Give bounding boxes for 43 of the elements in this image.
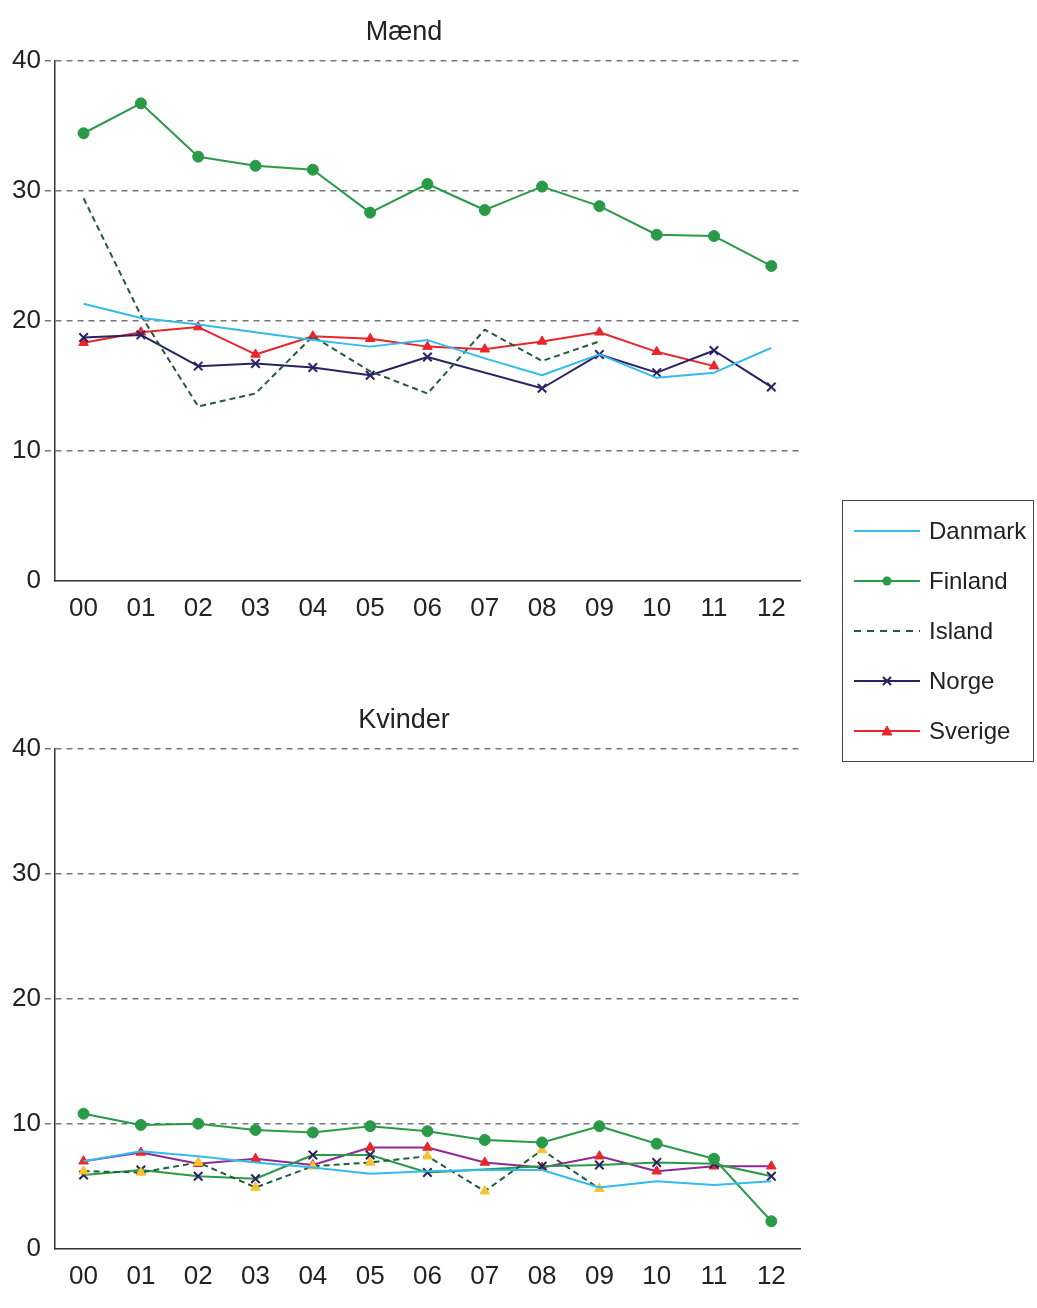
legend-label: Norge bbox=[929, 667, 995, 695]
x-tick-label: 01 bbox=[126, 591, 156, 622]
x-tick-label: 08 bbox=[527, 591, 557, 622]
x-tick-label: 00 bbox=[69, 1259, 99, 1290]
y-tick-label: 40 bbox=[12, 731, 41, 762]
x-tick-label: 02 bbox=[183, 1259, 213, 1290]
chart-title: Mænd bbox=[365, 15, 443, 46]
y-tick-label: 30 bbox=[12, 856, 41, 887]
x-tick-label: 09 bbox=[584, 1259, 614, 1290]
x-tick-label: 01 bbox=[126, 1259, 156, 1290]
x-tick-label: 10 bbox=[642, 1259, 672, 1290]
x-tick-label: 06 bbox=[413, 1259, 442, 1290]
y-tick-label: 0 bbox=[26, 1231, 41, 1262]
x-tick-label: 03 bbox=[241, 1259, 270, 1290]
legend-label: Island bbox=[929, 617, 994, 645]
x-tick-label: 05 bbox=[355, 1259, 385, 1290]
x-tick-label: 07 bbox=[470, 1259, 500, 1290]
legend-label: Danmark bbox=[929, 517, 1027, 545]
x-tick-label: 10 bbox=[642, 591, 672, 622]
y-tick-label: 40 bbox=[12, 43, 41, 74]
x-tick-label: 04 bbox=[298, 591, 328, 622]
x-tick-label: 11 bbox=[700, 1259, 728, 1290]
x-tick-label: 06 bbox=[413, 591, 442, 622]
x-tick-label: 08 bbox=[527, 1259, 557, 1290]
y-tick-label: 0 bbox=[26, 563, 41, 594]
y-tick-label: 20 bbox=[12, 981, 41, 1012]
x-tick-label: 09 bbox=[584, 591, 614, 622]
x-tick-label: 12 bbox=[756, 1259, 786, 1290]
x-tick-label: 05 bbox=[355, 591, 385, 622]
x-tick-label: 00 bbox=[69, 591, 99, 622]
y-tick-label: 20 bbox=[12, 303, 41, 334]
legend-label: Sverige bbox=[929, 717, 1011, 745]
legend-label: Finland bbox=[929, 567, 1008, 595]
x-tick-label: 02 bbox=[183, 591, 213, 622]
x-tick-label: 03 bbox=[241, 591, 270, 622]
y-tick-label: 30 bbox=[12, 173, 41, 204]
x-tick-label: 12 bbox=[756, 591, 786, 622]
x-tick-label: 04 bbox=[298, 1259, 328, 1290]
chart-title: Kvinder bbox=[358, 703, 450, 734]
y-tick-label: 10 bbox=[12, 1106, 41, 1137]
x-tick-label: 11 bbox=[700, 591, 728, 622]
x-tick-label: 07 bbox=[470, 591, 500, 622]
y-tick-label: 10 bbox=[12, 433, 41, 464]
